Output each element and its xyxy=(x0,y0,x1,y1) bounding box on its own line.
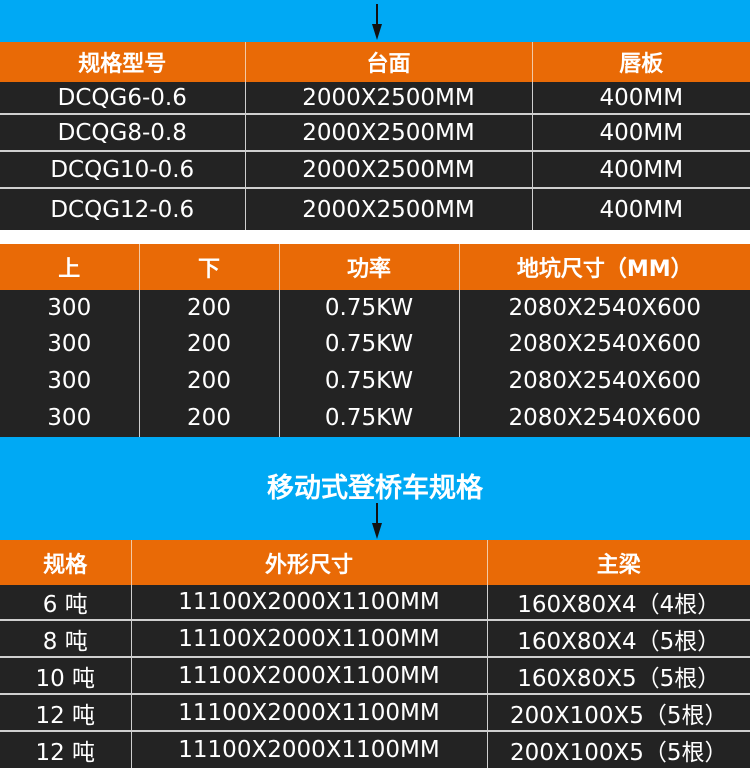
spec-table-3: 规格 外形尺寸 主梁 6 吨 11100X2000X1100MM 160X80X4（… xyxy=(0,540,750,768)
cell: 0.75KW xyxy=(278,362,459,399)
table-row: 300 200 0.75KW 2080X2540X600 xyxy=(0,325,750,362)
cell: 400MM xyxy=(531,187,750,230)
cell: 11100X2000X1100MM xyxy=(130,693,487,731)
cell: 11100X2000X1100MM xyxy=(130,619,487,657)
header-cell: 上 xyxy=(0,244,139,290)
table-header: 上 下 功率 地坑尺寸（MM） xyxy=(0,244,750,290)
cell: 160X80X4（4根） xyxy=(486,585,750,620)
header-cell: 功率 xyxy=(278,244,459,290)
cell: 400MM xyxy=(531,113,750,151)
cell: 160X80X5（5根） xyxy=(486,656,750,694)
cell: 2000X2500MM xyxy=(244,187,532,230)
header-cell: 规格 xyxy=(0,540,131,585)
cell: 2000X2500MM xyxy=(244,82,532,114)
spec-table-2: 上 下 功率 地坑尺寸（MM） 300 200 0.75KW 2080X2540X60… xyxy=(0,244,750,437)
cell: 160X80X4（5根） xyxy=(486,619,750,657)
cell: 6 吨 xyxy=(0,585,131,620)
cell: 2080X2540X600 xyxy=(458,362,750,399)
table-row: 300 200 0.75KW 2080X2540X600 xyxy=(0,399,750,437)
cell: 200 xyxy=(138,362,279,399)
table-row: 300 200 0.75KW 2080X2540X600 xyxy=(0,290,750,325)
cell: 200 xyxy=(138,399,279,437)
cell: 0.75KW xyxy=(278,325,459,362)
cell: 0.75KW xyxy=(278,290,459,325)
cell: 200X100X5（5根） xyxy=(486,693,750,731)
table-row: DCQG8-0.8 2000X2500MM 400MM xyxy=(0,113,750,151)
section-banner xyxy=(0,437,750,540)
cell: 12 吨 xyxy=(0,693,131,731)
cell: 200 xyxy=(138,325,279,362)
cell: 2000X2500MM xyxy=(244,150,532,188)
header-cell: 唇板 xyxy=(531,42,750,82)
cell: 400MM xyxy=(531,150,750,188)
table-row: DCQG12-0.6 2000X2500MM 400MM xyxy=(0,187,750,230)
cell: DCQG10-0.6 xyxy=(0,150,245,188)
table-row: DCQG6-0.6 2000X2500MM 400MM xyxy=(0,82,750,114)
cell: 2080X2540X600 xyxy=(458,325,750,362)
table-header: 规格型号 台面 唇板 xyxy=(0,42,750,82)
cell: 400MM xyxy=(531,82,750,114)
header-cell: 主梁 xyxy=(486,540,750,585)
cell: 0.75KW xyxy=(278,399,459,437)
header-cell: 地坑尺寸（MM） xyxy=(458,244,750,290)
cell: 300 xyxy=(0,362,139,399)
cell: 10 吨 xyxy=(0,656,131,694)
table-row: DCQG10-0.6 2000X2500MM 400MM xyxy=(0,150,750,188)
cell: 300 xyxy=(0,290,139,325)
header-cell: 规格型号 xyxy=(0,42,245,82)
cell: 11100X2000X1100MM xyxy=(130,585,487,620)
table-row: 8 吨 11100X2000X1100MM 160X80X4（5根） xyxy=(0,619,750,657)
cell: 11100X2000X1100MM xyxy=(130,656,487,694)
table-header: 规格 外形尺寸 主梁 xyxy=(0,540,750,585)
header-cell: 下 xyxy=(138,244,279,290)
cell: DCQG8-0.8 xyxy=(0,113,245,151)
table-row: 300 200 0.75KW 2080X2540X600 xyxy=(0,362,750,399)
cell: 2000X2500MM xyxy=(244,113,532,151)
cell: 2080X2540X600 xyxy=(458,290,750,325)
table-row: 6 吨 11100X2000X1100MM 160X80X4（4根） xyxy=(0,585,750,620)
cell: 2080X2540X600 xyxy=(458,399,750,437)
cell: 300 xyxy=(0,325,139,362)
header-cell: 台面 xyxy=(244,42,532,82)
cell: DCQG12-0.6 xyxy=(0,187,245,230)
table-row: 12 吨 11100X2000X1100MM 200X100X5（5根） xyxy=(0,693,750,731)
cell: 200 xyxy=(138,290,279,325)
table-row: 10 吨 11100X2000X1100MM 160X80X5（5根） xyxy=(0,656,750,694)
section-title: 移动式登桥车规格 xyxy=(267,473,483,504)
cell: 8 吨 xyxy=(0,619,131,657)
cell: 300 xyxy=(0,399,139,437)
cell: DCQG6-0.6 xyxy=(0,82,245,114)
spec-table-1: 规格型号 台面 唇板 DCQG6-0.6 2000X2500MM 400MM DCQ… xyxy=(0,42,750,230)
header-cell: 外形尺寸 xyxy=(130,540,487,585)
